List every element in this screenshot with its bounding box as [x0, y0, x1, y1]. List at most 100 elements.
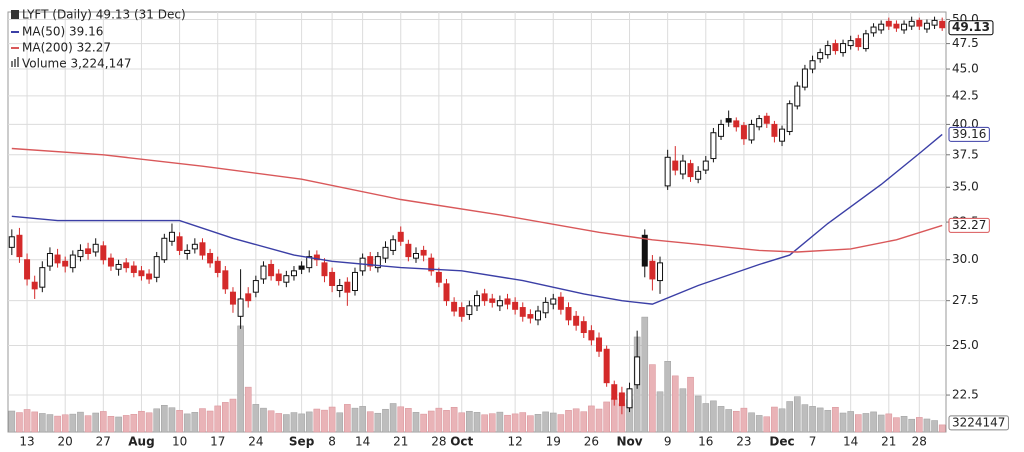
candle-body	[832, 43, 839, 52]
candle-body	[855, 38, 862, 48]
candle-body	[939, 20, 946, 29]
volume-bar	[54, 415, 61, 433]
volume-bar	[885, 413, 893, 433]
candle-body	[801, 68, 808, 88]
volume-bar	[557, 414, 565, 433]
volume-bar	[199, 408, 206, 433]
y-tick-label: 25.0	[952, 338, 979, 352]
volume-bar	[84, 415, 92, 433]
volume-bar	[244, 386, 252, 433]
value-tag	[948, 415, 1009, 431]
candle-body	[199, 242, 206, 256]
candle-body	[916, 19, 923, 27]
volume-bar	[801, 404, 809, 433]
volume-bar	[511, 413, 519, 433]
x-tick-label: Sep	[289, 435, 315, 449]
x-tick-label: Nov	[616, 435, 642, 449]
volume-bar	[420, 413, 427, 433]
candle-body	[69, 254, 76, 269]
candle-body	[931, 19, 938, 26]
candle-body	[824, 45, 831, 56]
volume-bar	[130, 414, 138, 433]
candle-body	[92, 243, 99, 253]
candle-body	[535, 310, 542, 321]
x-tick-label: 9	[664, 435, 672, 449]
ma-line	[11, 133, 943, 305]
candle-body	[672, 160, 679, 171]
volume-bar	[893, 417, 900, 433]
volume-bar	[336, 412, 344, 433]
candle-body	[207, 253, 214, 264]
candle-body	[77, 249, 84, 258]
volume-bar	[237, 325, 244, 433]
candle-body	[458, 307, 465, 317]
volume-bar	[366, 411, 374, 433]
volume-bar	[31, 411, 38, 433]
candle-body	[596, 337, 603, 352]
x-tick-label: 20	[58, 435, 73, 449]
volume-bar	[763, 416, 771, 433]
candle-body	[412, 253, 419, 259]
candle-body	[817, 52, 824, 60]
candle-body	[443, 283, 450, 302]
volume-bar	[542, 411, 549, 433]
candle-body	[878, 23, 885, 31]
x-tick-label: 28	[912, 435, 927, 449]
candle-body	[344, 281, 351, 293]
volume-bar	[702, 403, 710, 433]
x-tick-label: 12	[507, 435, 522, 449]
candle-body	[779, 128, 786, 142]
candle-body	[176, 236, 183, 251]
volume-bar	[862, 413, 870, 433]
candle-body	[268, 263, 275, 277]
candle-body	[321, 262, 328, 277]
volume-bar	[397, 406, 405, 433]
volume-bar	[290, 412, 298, 433]
candle-body	[512, 301, 519, 310]
volume-bar	[183, 413, 191, 433]
volume-bar	[931, 420, 938, 433]
volume-bar	[504, 414, 511, 433]
volume-bar	[466, 410, 473, 433]
volume-bar	[267, 410, 275, 433]
volume-bar	[168, 407, 176, 433]
x-tick-label: 14	[355, 435, 370, 449]
candle-body	[565, 307, 572, 321]
candle-body	[588, 330, 595, 341]
volume-bar	[92, 412, 99, 433]
volume-bar	[870, 411, 877, 433]
x-tick-label: 24	[248, 435, 263, 449]
volume-bar	[275, 413, 283, 433]
x-tick-label: 13	[19, 435, 34, 449]
value-tag	[948, 217, 990, 233]
volume-bar	[435, 407, 443, 433]
candle-body	[489, 298, 496, 303]
volume-bar	[260, 407, 267, 433]
volume-bar	[16, 412, 23, 433]
volume-bar	[916, 417, 923, 433]
volume-bar	[847, 411, 854, 433]
candle-body	[100, 245, 107, 261]
y-tick-label: 47.5	[952, 36, 979, 50]
candle-body	[695, 170, 702, 180]
volume-bar	[641, 316, 649, 433]
candle-body	[527, 314, 534, 319]
x-tick-label: 19	[546, 435, 561, 449]
candle-body	[31, 281, 38, 290]
volume-bar	[328, 406, 336, 433]
volume-bar	[176, 410, 183, 433]
volume-bar	[534, 414, 542, 433]
volume-bar	[107, 416, 115, 433]
volume-bar	[656, 391, 664, 433]
volume-bar	[938, 424, 946, 433]
volume-bar	[732, 410, 740, 433]
volume-bar	[748, 412, 755, 433]
candle-body	[146, 273, 153, 280]
x-tick-label: 7	[809, 435, 817, 449]
volume-bar	[755, 415, 763, 433]
volume-bar	[778, 408, 786, 433]
volume-bar	[710, 400, 717, 433]
volume-bar	[122, 415, 130, 433]
candle-body	[336, 285, 343, 292]
